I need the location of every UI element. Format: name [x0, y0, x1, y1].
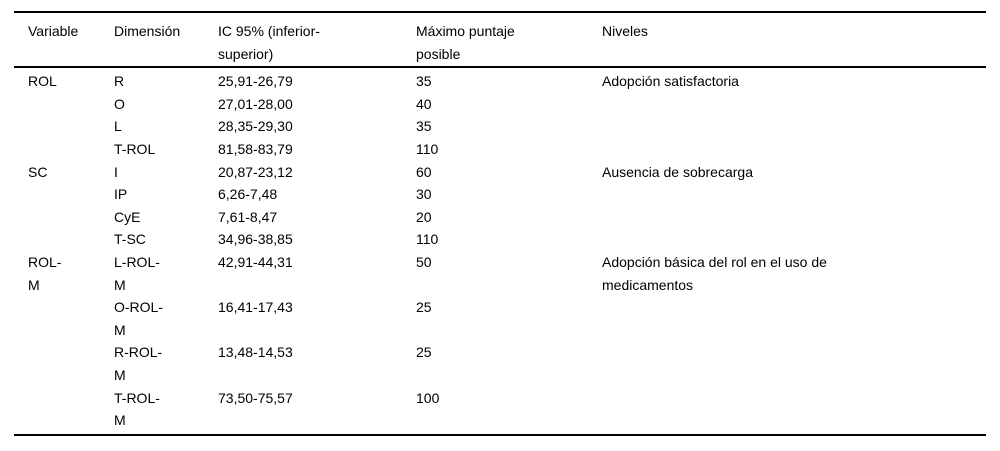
table-row: R-ROL- M 13,48-14,53 25 — [14, 341, 986, 386]
table-row: L 28,35-29,30 35 — [14, 115, 986, 138]
cell-variable: ROL- M — [28, 253, 62, 293]
results-table: Variable Dimensión IC 95% (inferior- super… — [14, 11, 986, 436]
cell-levels: Adopción satisfactoria — [602, 73, 739, 90]
table-head: Variable Dimensión IC 95% (inferior- super… — [14, 12, 986, 68]
header-row: Variable Dimensión IC 95% (inferior- super… — [14, 12, 986, 68]
cell-levels: Adopción básica del rol en el uso de med… — [602, 253, 827, 293]
cell-ic95: 34,96-38,85 — [218, 231, 293, 248]
table-row: T-ROL 81,58-83,79 110 — [14, 138, 986, 161]
cell-levels — [602, 296, 986, 341]
table-row: O-ROL- M 16,41-17,43 25 — [14, 296, 986, 341]
table-body: ROL R 25,91-26,79 35 Adopción satisfactoria O… — [14, 67, 986, 435]
cell-dimension: I — [114, 163, 118, 180]
cell-dimension: T-SC — [114, 231, 146, 248]
cell-variable: SC — [28, 163, 48, 180]
cell-max-score: 50 — [416, 253, 432, 270]
cell-max-score: 100 — [416, 389, 440, 406]
cell-max-score: 30 — [416, 186, 432, 203]
cell-max-score: 20 — [416, 208, 432, 225]
cell-max-score: 35 — [416, 118, 432, 135]
cell-levels — [602, 228, 986, 251]
cell-dimension: O — [114, 95, 125, 112]
cell-variable — [14, 206, 114, 229]
cell-variable — [14, 228, 114, 251]
cell-levels — [602, 341, 986, 386]
table-row: CyE 7,61-8,47 20 — [14, 206, 986, 229]
cell-ic95: 16,41-17,43 — [218, 299, 293, 316]
cell-max-score: 25 — [416, 299, 432, 316]
cell-ic95: 7,61-8,47 — [218, 208, 278, 225]
table-row: ROL- M L-ROL- M 42,91-44,31 50 Adopción bási… — [14, 251, 986, 296]
cell-variable — [14, 296, 114, 341]
cell-ic95: 20,87-23,12 — [218, 163, 293, 180]
column-header-dimension: Dimensión — [114, 23, 181, 39]
table-row: O 27,01-28,00 40 — [14, 93, 986, 116]
cell-ic95: 81,58-83,79 — [218, 140, 293, 157]
table-row: T-ROL- M 73,50-75,57 100 — [14, 387, 986, 435]
cell-variable — [14, 183, 114, 206]
cell-variable — [14, 387, 114, 435]
table-row: SC I 20,87-23,12 60 Ausencia de sobrecarga — [14, 161, 986, 184]
cell-max-score: 35 — [416, 73, 432, 90]
cell-dimension: L — [114, 118, 122, 135]
cell-dimension: L-ROL- M — [114, 253, 160, 293]
cell-variable — [14, 115, 114, 138]
cell-levels — [602, 387, 986, 435]
cell-dimension: R — [114, 73, 125, 90]
cell-variable — [14, 93, 114, 116]
table-row: IP 6,26-7,48 30 — [14, 183, 986, 206]
cell-max-score: 40 — [416, 95, 432, 112]
cell-dimension: CyE — [114, 208, 141, 225]
cell-dimension: T-ROL- M — [114, 389, 160, 429]
cell-levels — [602, 93, 986, 116]
cell-max-score: 25 — [416, 344, 432, 361]
cell-max-score: 60 — [416, 163, 432, 180]
cell-levels — [602, 183, 986, 206]
cell-ic95: 28,35-29,30 — [218, 118, 293, 135]
table-row: ROL R 25,91-26,79 35 Adopción satisfactoria — [14, 67, 986, 93]
cell-ic95: 25,91-26,79 — [218, 73, 293, 90]
cell-max-score: 110 — [416, 140, 439, 157]
table-row: T-SC 34,96-38,85 110 — [14, 228, 986, 251]
cell-dimension: IP — [114, 186, 128, 203]
cell-variable — [14, 341, 114, 386]
column-header-levels: Niveles — [602, 23, 648, 39]
cell-ic95: 13,48-14,53 — [218, 344, 293, 361]
cell-dimension: R-ROL- M — [114, 344, 163, 383]
cell-variable — [14, 138, 114, 161]
column-header-max-score: Máximo puntaje posible — [416, 23, 515, 62]
cell-ic95: 42,91-44,31 — [218, 253, 293, 270]
cell-levels — [602, 138, 986, 161]
cell-dimension: O-ROL- M — [114, 299, 163, 338]
cell-dimension: T-ROL — [114, 140, 156, 157]
cell-ic95: 6,26-7,48 — [218, 186, 278, 203]
column-header-variable: Variable — [28, 23, 79, 39]
cell-max-score: 110 — [416, 231, 439, 248]
cell-variable: ROL — [28, 73, 57, 90]
cell-levels — [602, 115, 986, 138]
cell-levels — [602, 206, 986, 229]
column-header-ic95: IC 95% (inferior- superior) — [218, 23, 320, 62]
cell-levels: Ausencia de sobrecarga — [602, 163, 753, 180]
cell-ic95: 27,01-28,00 — [218, 95, 293, 112]
cell-ic95: 73,50-75,57 — [218, 389, 293, 406]
